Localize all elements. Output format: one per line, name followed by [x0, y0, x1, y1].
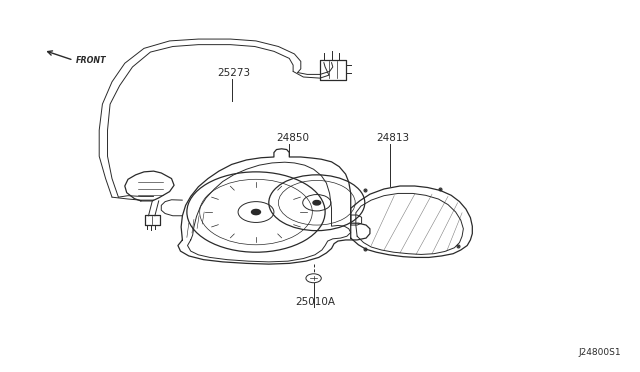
Circle shape: [313, 201, 321, 205]
Text: FRONT: FRONT: [76, 56, 106, 65]
Text: J24800S1: J24800S1: [578, 348, 621, 357]
Circle shape: [252, 209, 260, 215]
Text: 25010A: 25010A: [296, 297, 336, 307]
Text: 24813: 24813: [376, 133, 410, 143]
Text: 25273: 25273: [218, 68, 251, 78]
Text: 24850: 24850: [276, 133, 310, 143]
